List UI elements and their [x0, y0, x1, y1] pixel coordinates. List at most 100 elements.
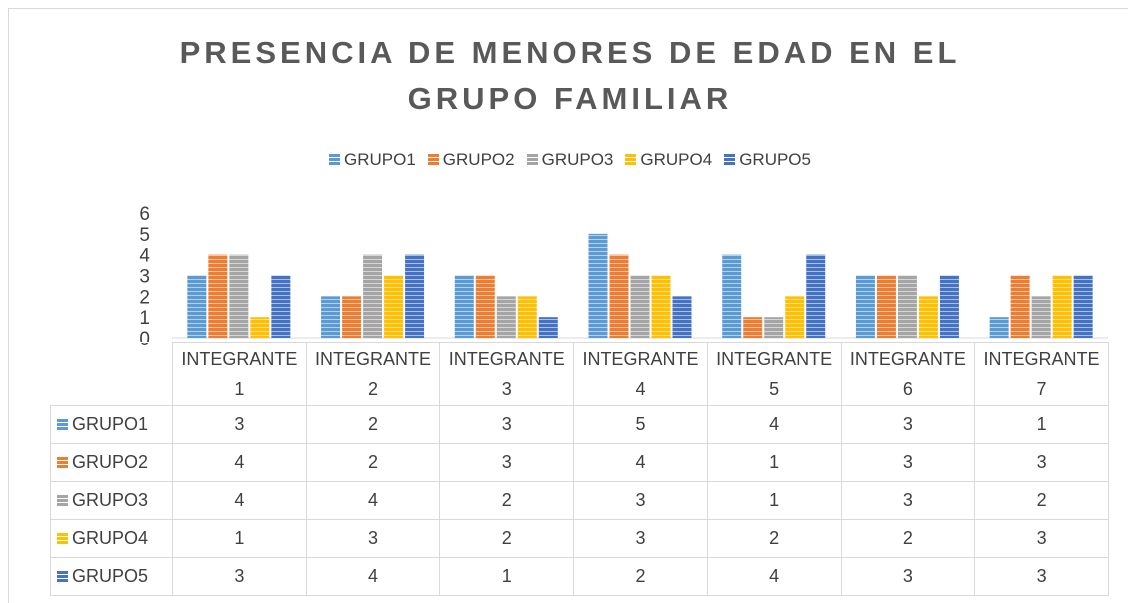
legend-key — [526, 154, 538, 165]
table-cell: 1 — [172, 519, 307, 558]
category-label: INTEGRANTE 1 — [181, 349, 298, 399]
chart-border — [8, 8, 1128, 603]
table-cell: 5 — [573, 405, 708, 444]
series-label: GRUPO5 — [72, 566, 149, 586]
bar — [609, 254, 629, 338]
data-table: INTEGRANTE 1 INTEGRANTE 2 INTEGRANTE 3 INTE… — [50, 342, 1109, 596]
series-label: GRUPO4 — [72, 528, 149, 548]
legend-item: GRUPO1 — [329, 150, 416, 170]
table-cell: 3 — [439, 443, 575, 482]
series-label: GRUPO2 — [72, 452, 149, 472]
category-label: INTEGRANTE 6 — [849, 349, 966, 399]
table-cell: 4 — [573, 443, 708, 482]
bar — [918, 296, 938, 338]
table-row: GRUPO4 1 3 2 3 2 2 3 — [50, 519, 1109, 558]
bar — [1052, 275, 1072, 338]
table-header-cell: INTEGRANTE 4 — [573, 342, 708, 406]
bar — [271, 275, 291, 338]
bar — [672, 296, 692, 338]
table-header-cell: INTEGRANTE 3 — [439, 342, 575, 406]
category-label: INTEGRANTE 4 — [582, 349, 699, 399]
row-header: GRUPO4 — [50, 519, 173, 558]
y-tick-label: 2 — [139, 287, 150, 308]
y-tick-label: 1 — [139, 308, 150, 329]
chart-title: PRESENCIA DE MENORES DE EDAD EN EL GRUPO… — [179, 35, 961, 116]
table-header-cell: INTEGRANTE 7 — [974, 342, 1109, 406]
table-row: GRUPO5 3 4 1 2 4 3 3 — [50, 557, 1109, 596]
legend-key — [57, 457, 68, 468]
y-tick-label: 5 — [139, 225, 150, 246]
table-cell: 3 — [840, 557, 976, 596]
bar — [208, 254, 228, 338]
bar — [588, 233, 608, 338]
table-cell: 2 — [439, 481, 575, 520]
row-header: GRUPO1 — [50, 405, 173, 444]
bar — [229, 254, 249, 338]
table-cell: 1 — [706, 443, 842, 482]
bar — [855, 275, 875, 338]
legend-label: GRUPO1 — [344, 150, 416, 169]
category-label: INTEGRANTE 7 — [983, 349, 1100, 399]
table-cell: 3 — [974, 519, 1109, 558]
series-label: GRUPO3 — [72, 490, 149, 510]
table-cell: 4 — [172, 481, 307, 520]
bar — [897, 275, 917, 338]
bar — [743, 317, 763, 338]
table-cell: 4 — [305, 481, 441, 520]
table-header-cell: INTEGRANTE 5 — [706, 342, 842, 406]
bar — [1010, 275, 1030, 338]
legend-label: GRUPO2 — [442, 150, 515, 169]
bar — [250, 317, 270, 338]
bar — [496, 296, 516, 338]
table-cell: 4 — [706, 557, 842, 596]
legend-key — [427, 154, 439, 165]
y-tick-label: 4 — [139, 246, 150, 267]
row-header: GRUPO5 — [50, 557, 173, 596]
table-header-cell: INTEGRANTE 6 — [840, 342, 976, 406]
table-cell: 3 — [305, 519, 441, 558]
legend-label: GRUPO5 — [739, 150, 811, 169]
legend-key — [329, 154, 340, 165]
table-header-row: INTEGRANTE 1 INTEGRANTE 2 INTEGRANTE 3 INTE… — [50, 342, 1109, 406]
category-label: INTEGRANTE 2 — [315, 349, 432, 399]
table-cell: 3 — [172, 405, 307, 444]
table-cell: 3 — [840, 443, 976, 482]
legend-key — [57, 419, 68, 430]
table-cell: 2 — [840, 519, 976, 558]
legend-item: GRUPO3 — [526, 150, 613, 170]
table-row: GRUPO3 4 4 2 3 1 3 2 — [50, 481, 1109, 520]
series-label: GRUPO1 — [72, 414, 149, 434]
bar — [651, 275, 671, 338]
table-corner — [50, 342, 173, 406]
table-cell: 3 — [573, 519, 708, 558]
row-header: GRUPO3 — [50, 481, 173, 520]
bar — [1073, 275, 1093, 338]
table-row: GRUPO2 4 2 3 4 1 3 3 — [50, 443, 1109, 482]
table-cell: 2 — [974, 481, 1109, 520]
table-cell: 4 — [706, 405, 842, 444]
row-header: GRUPO2 — [50, 443, 173, 482]
bar — [722, 254, 742, 338]
legend-item: GRUPO2 — [427, 150, 515, 170]
category-label: INTEGRANTE 5 — [716, 349, 833, 399]
category-label: INTEGRANTE 3 — [448, 349, 565, 399]
bar — [405, 254, 425, 338]
bar — [342, 296, 362, 338]
table-cell: 3 — [573, 481, 708, 520]
bar — [989, 317, 1009, 338]
table-row: GRUPO1 3 2 3 5 4 3 1 — [50, 405, 1109, 444]
table-cell: 3 — [974, 557, 1109, 596]
table-cell: 1 — [706, 481, 842, 520]
bar — [538, 317, 558, 338]
y-tick-label: 0 — [139, 329, 150, 350]
table-cell: 4 — [305, 557, 441, 596]
table-cell: 1 — [439, 557, 575, 596]
legend-label: GRUPO4 — [640, 150, 713, 169]
legend-item: GRUPO5 — [724, 150, 811, 170]
legend-key — [57, 571, 68, 582]
table-cell: 2 — [305, 443, 441, 482]
y-tick-label: 6 — [139, 204, 150, 225]
legend-key — [625, 154, 637, 165]
legend-key — [57, 533, 68, 544]
